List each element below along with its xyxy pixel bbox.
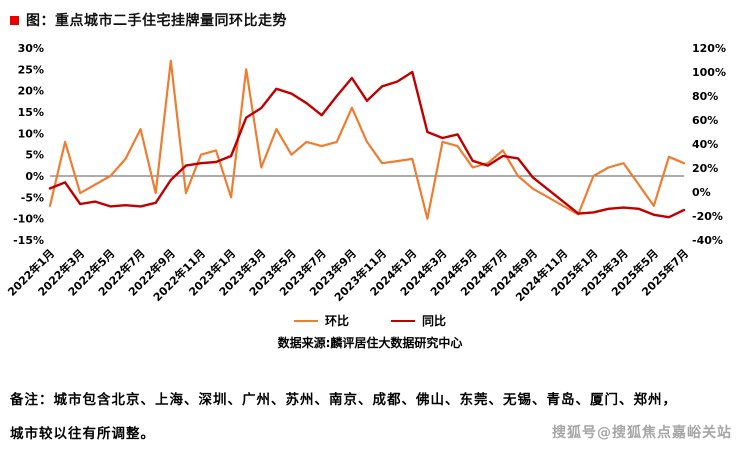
chart-header: 图：重点城市二手住宅挂牌量同环比走势 bbox=[10, 10, 287, 30]
legend-item-mom: 环比 bbox=[293, 312, 349, 329]
mom-series-line bbox=[48, 59, 686, 220]
note-line-1: 备注：城市包含北京、上海、深圳、广州、苏州、南京、成都、佛山、东莞、无锡、青岛、… bbox=[10, 392, 677, 408]
chart-legend: 环比 同比 bbox=[0, 312, 740, 329]
left-axis-tick-label: 5% bbox=[25, 149, 44, 162]
right-axis-tick-label: 100% bbox=[692, 66, 726, 79]
right-axis-tick-label: 20% bbox=[692, 162, 718, 175]
mom-line-swatch-icon bbox=[293, 319, 318, 322]
right-axis-tick-label: 120% bbox=[692, 42, 726, 55]
x-axis-tick-label: 2022年11月 bbox=[150, 246, 208, 304]
x-axis-tick-label: 2023年11月 bbox=[331, 246, 389, 304]
right-axis-tick-label: -40% bbox=[692, 234, 723, 247]
left-axis-tick-label: 10% bbox=[18, 127, 44, 140]
left-axis-tick-label: -15% bbox=[13, 234, 44, 247]
legend-item-yoy: 同比 bbox=[391, 312, 446, 329]
legend-label-mom: 环比 bbox=[324, 314, 349, 328]
right-axis-tick-label: 80% bbox=[692, 90, 718, 103]
left-axis-tick-label: 30% bbox=[18, 42, 44, 55]
left-axis-tick-label: -10% bbox=[13, 213, 44, 226]
chart-title: 图：重点城市二手住宅挂牌量同环比走势 bbox=[26, 13, 287, 29]
data-source-label: 数据来源:麟评居住大数据研究中心 bbox=[277, 336, 463, 350]
watermark: 搜狐号@搜狐焦点嘉峪关站 bbox=[552, 425, 732, 441]
yoy-line-swatch-icon bbox=[391, 319, 415, 322]
right-axis-tick-label: -20% bbox=[692, 210, 723, 223]
note-line-2: 城市较以往有所调整。 bbox=[10, 426, 155, 442]
yoy-series-line bbox=[48, 70, 686, 219]
left-axis-tick-label: 20% bbox=[18, 85, 44, 98]
right-axis-tick-label: 40% bbox=[692, 138, 718, 151]
trend-chart: 30% 25% 20% 15% 10% 5% 0% -5% -10% -15% 120% 100% 80… bbox=[5, 42, 726, 304]
right-axis-tick-label: 0% bbox=[692, 186, 711, 199]
title-bullet-icon bbox=[10, 15, 19, 25]
left-axis-tick-label: 0% bbox=[25, 170, 44, 183]
left-axis-tick-label: 25% bbox=[18, 63, 44, 76]
legend-label-yoy: 同比 bbox=[422, 314, 447, 328]
x-axis-tick-label: 2024年11月 bbox=[512, 246, 570, 304]
left-axis-tick-label: -5% bbox=[21, 191, 44, 204]
right-axis-tick-label: 60% bbox=[692, 114, 718, 127]
left-axis-tick-label: 15% bbox=[18, 106, 44, 119]
